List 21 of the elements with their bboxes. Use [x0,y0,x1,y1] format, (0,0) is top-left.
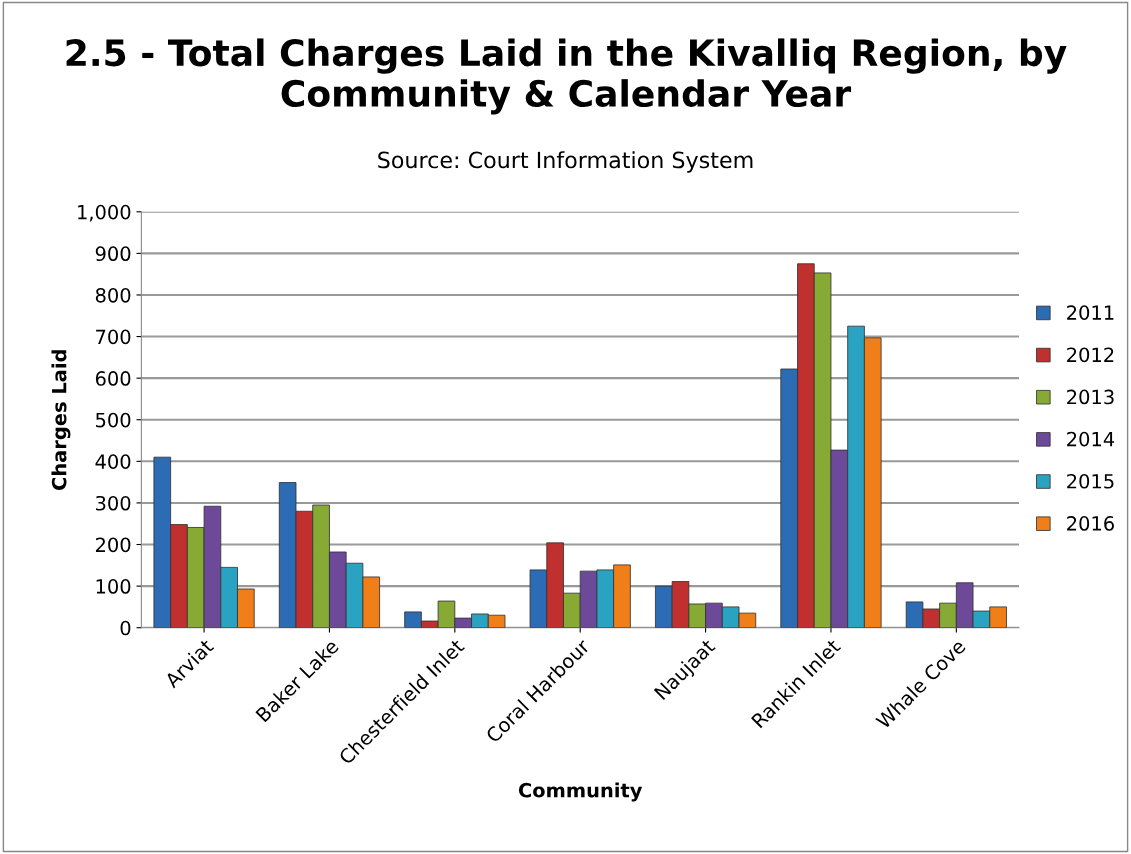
y-tick-label: 700 [96,329,131,345]
x-axis-title: Community [518,782,643,802]
y-tick-label: 500 [96,412,131,428]
y-tick-label: 0 [120,620,131,636]
y-axis-title: Charges Laid [51,350,71,490]
legend-label: 2014 [1067,431,1115,447]
y-tick-label: 300 [96,495,131,511]
y-tick-label: 200 [95,537,131,553]
y-tick-label: 800 [95,287,131,303]
y-tick-label: 1,000 [78,204,131,222]
y-tick-label: 400 [95,454,131,469]
chart-subtitle: Source: Court Information System [378,151,753,173]
y-tick-label: 900 [95,246,131,262]
legend-label: 2011 [1067,305,1114,320]
legend-label: 2012 [1067,347,1114,363]
legend-label: 2016 [1067,516,1114,531]
y-tick-label: 100 [96,579,131,594]
y-tick-label: 600 [95,371,131,386]
legend-label: 2015 [1067,473,1114,489]
legend-label: 2013 [1067,389,1114,405]
chart-title: 2.5 - Total Charges Laid in the Kivalliq Region, by Community & Calendar Year [66,38,1067,115]
